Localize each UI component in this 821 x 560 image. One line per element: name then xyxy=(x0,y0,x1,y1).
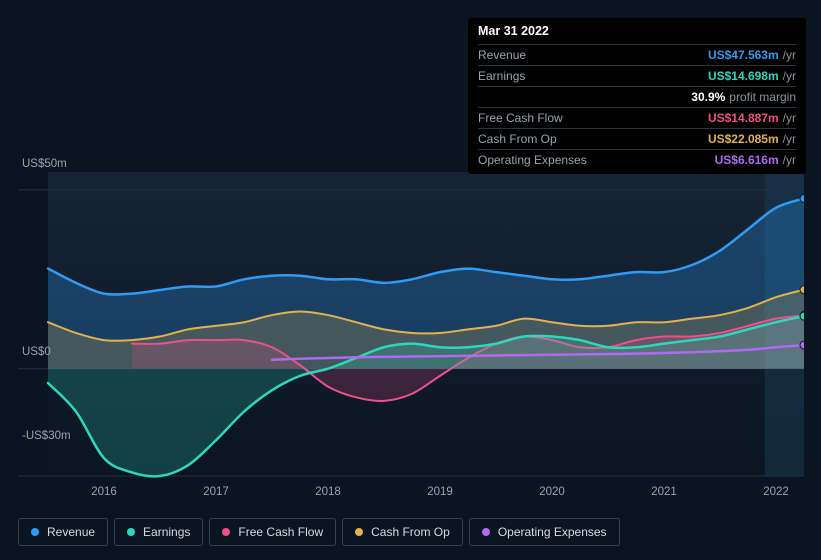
tooltip-label: Free Cash Flow xyxy=(478,111,563,125)
tooltip-value: US$22.085m/yr xyxy=(708,132,796,146)
tooltip-value: 30.9%profit margin xyxy=(691,90,796,104)
tooltip-row-profit-margin: 30.9%profit margin xyxy=(478,87,796,108)
x-tick-label: 2022 xyxy=(763,486,789,498)
tooltip-date: Mar 31 2022 xyxy=(478,24,796,45)
legend-label: Free Cash Flow xyxy=(238,525,323,539)
tooltip-panel: Mar 31 2022 Revenue US$47.563m/yr Earnin… xyxy=(468,18,806,174)
legend-dot-icon xyxy=(355,528,363,536)
tooltip-value: US$6.616m/yr xyxy=(715,153,796,167)
legend-item-opex[interactable]: Operating Expenses xyxy=(469,518,620,546)
tooltip-row-opex: Operating Expenses US$6.616m/yr xyxy=(478,150,796,170)
tooltip-label: Cash From Op xyxy=(478,132,557,146)
legend-label: Operating Expenses xyxy=(498,525,607,539)
y-tick-label: -US$30m xyxy=(22,430,82,442)
legend-item-fcf[interactable]: Free Cash Flow xyxy=(209,518,336,546)
legend-label: Revenue xyxy=(47,525,95,539)
y-tick-label: US$0 xyxy=(22,346,82,358)
tooltip-row-revenue: Revenue US$47.563m/yr xyxy=(478,45,796,66)
legend-label: Earnings xyxy=(143,525,190,539)
tooltip-row-fcf: Free Cash Flow US$14.887m/yr xyxy=(478,108,796,129)
legend-dot-icon xyxy=(482,528,490,536)
tooltip-value: US$14.887m/yr xyxy=(708,111,796,125)
chart-svg xyxy=(18,160,804,480)
chart-area[interactable] xyxy=(18,160,804,480)
tooltip-row-earnings: Earnings US$14.698m/yr xyxy=(478,66,796,87)
tooltip-label: Operating Expenses xyxy=(478,153,587,167)
tooltip-value: US$14.698m/yr xyxy=(708,69,796,83)
tooltip-value: US$47.563m/yr xyxy=(708,48,796,62)
x-tick-label: 2017 xyxy=(203,486,229,498)
legend-dot-icon xyxy=(127,528,135,536)
tooltip-row-cfo: Cash From Op US$22.085m/yr xyxy=(478,129,796,150)
x-tick-label: 2016 xyxy=(91,486,117,498)
legend-dot-icon xyxy=(222,528,230,536)
legend: Revenue Earnings Free Cash Flow Cash Fro… xyxy=(18,518,620,546)
x-tick-label: 2021 xyxy=(651,486,677,498)
x-tick-label: 2020 xyxy=(539,486,565,498)
legend-label: Cash From Op xyxy=(371,525,450,539)
legend-item-cfo[interactable]: Cash From Op xyxy=(342,518,463,546)
legend-item-earnings[interactable]: Earnings xyxy=(114,518,203,546)
legend-item-revenue[interactable]: Revenue xyxy=(18,518,108,546)
y-tick-label: US$50m xyxy=(22,158,82,170)
tooltip-label: Revenue xyxy=(478,48,526,62)
legend-dot-icon xyxy=(31,528,39,536)
x-tick-label: 2019 xyxy=(427,486,453,498)
x-tick-label: 2018 xyxy=(315,486,341,498)
tooltip-label: Earnings xyxy=(478,69,525,83)
